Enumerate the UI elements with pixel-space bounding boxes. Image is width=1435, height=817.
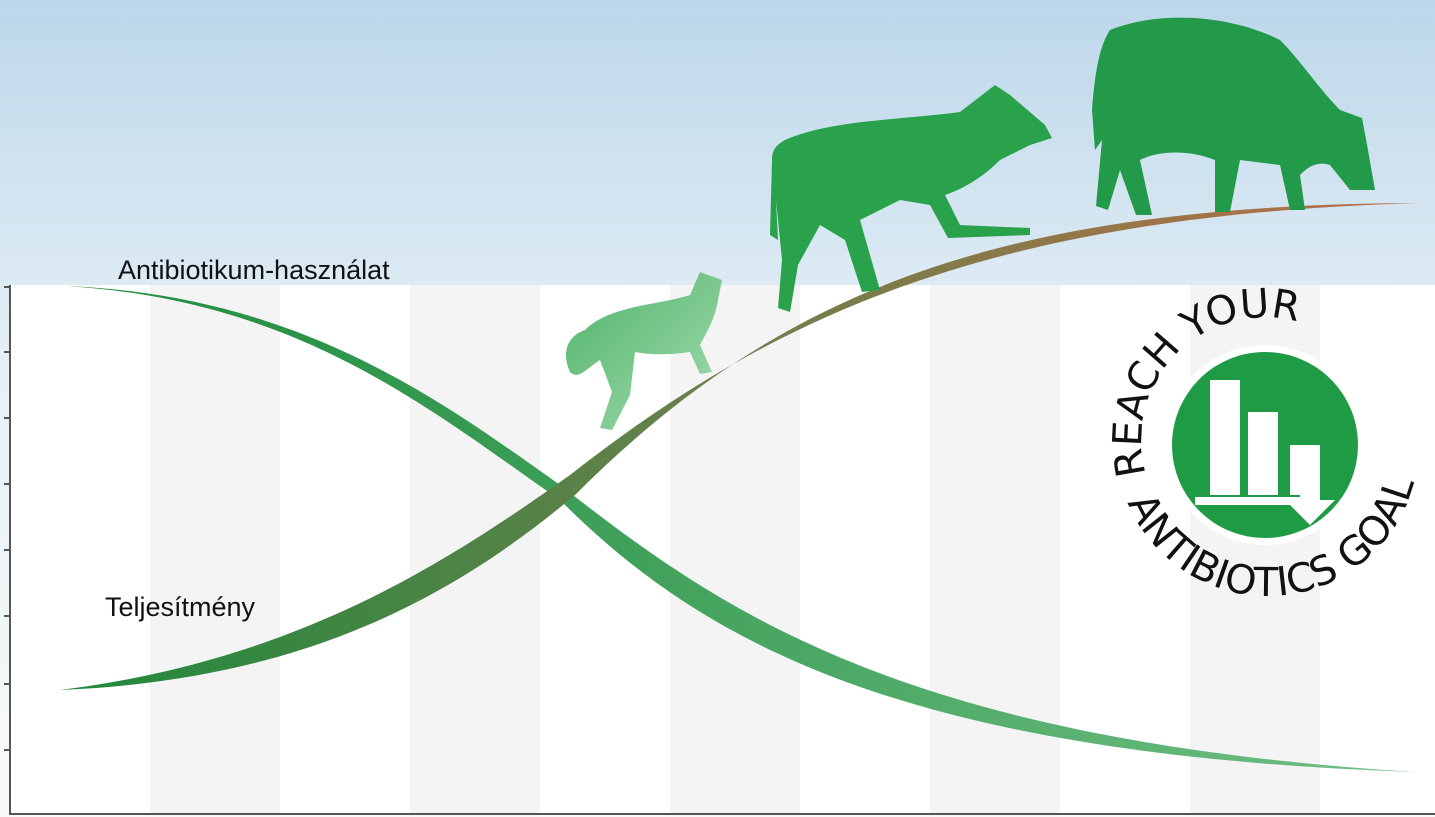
adult-cow — [1092, 17, 1375, 215]
calf — [565, 272, 722, 430]
antibiotic-label: Antibiotikum-használat — [118, 255, 390, 285]
performance-label: Teljesítmény — [105, 592, 256, 622]
axes — [4, 285, 1435, 815]
young-cow — [770, 85, 1052, 312]
